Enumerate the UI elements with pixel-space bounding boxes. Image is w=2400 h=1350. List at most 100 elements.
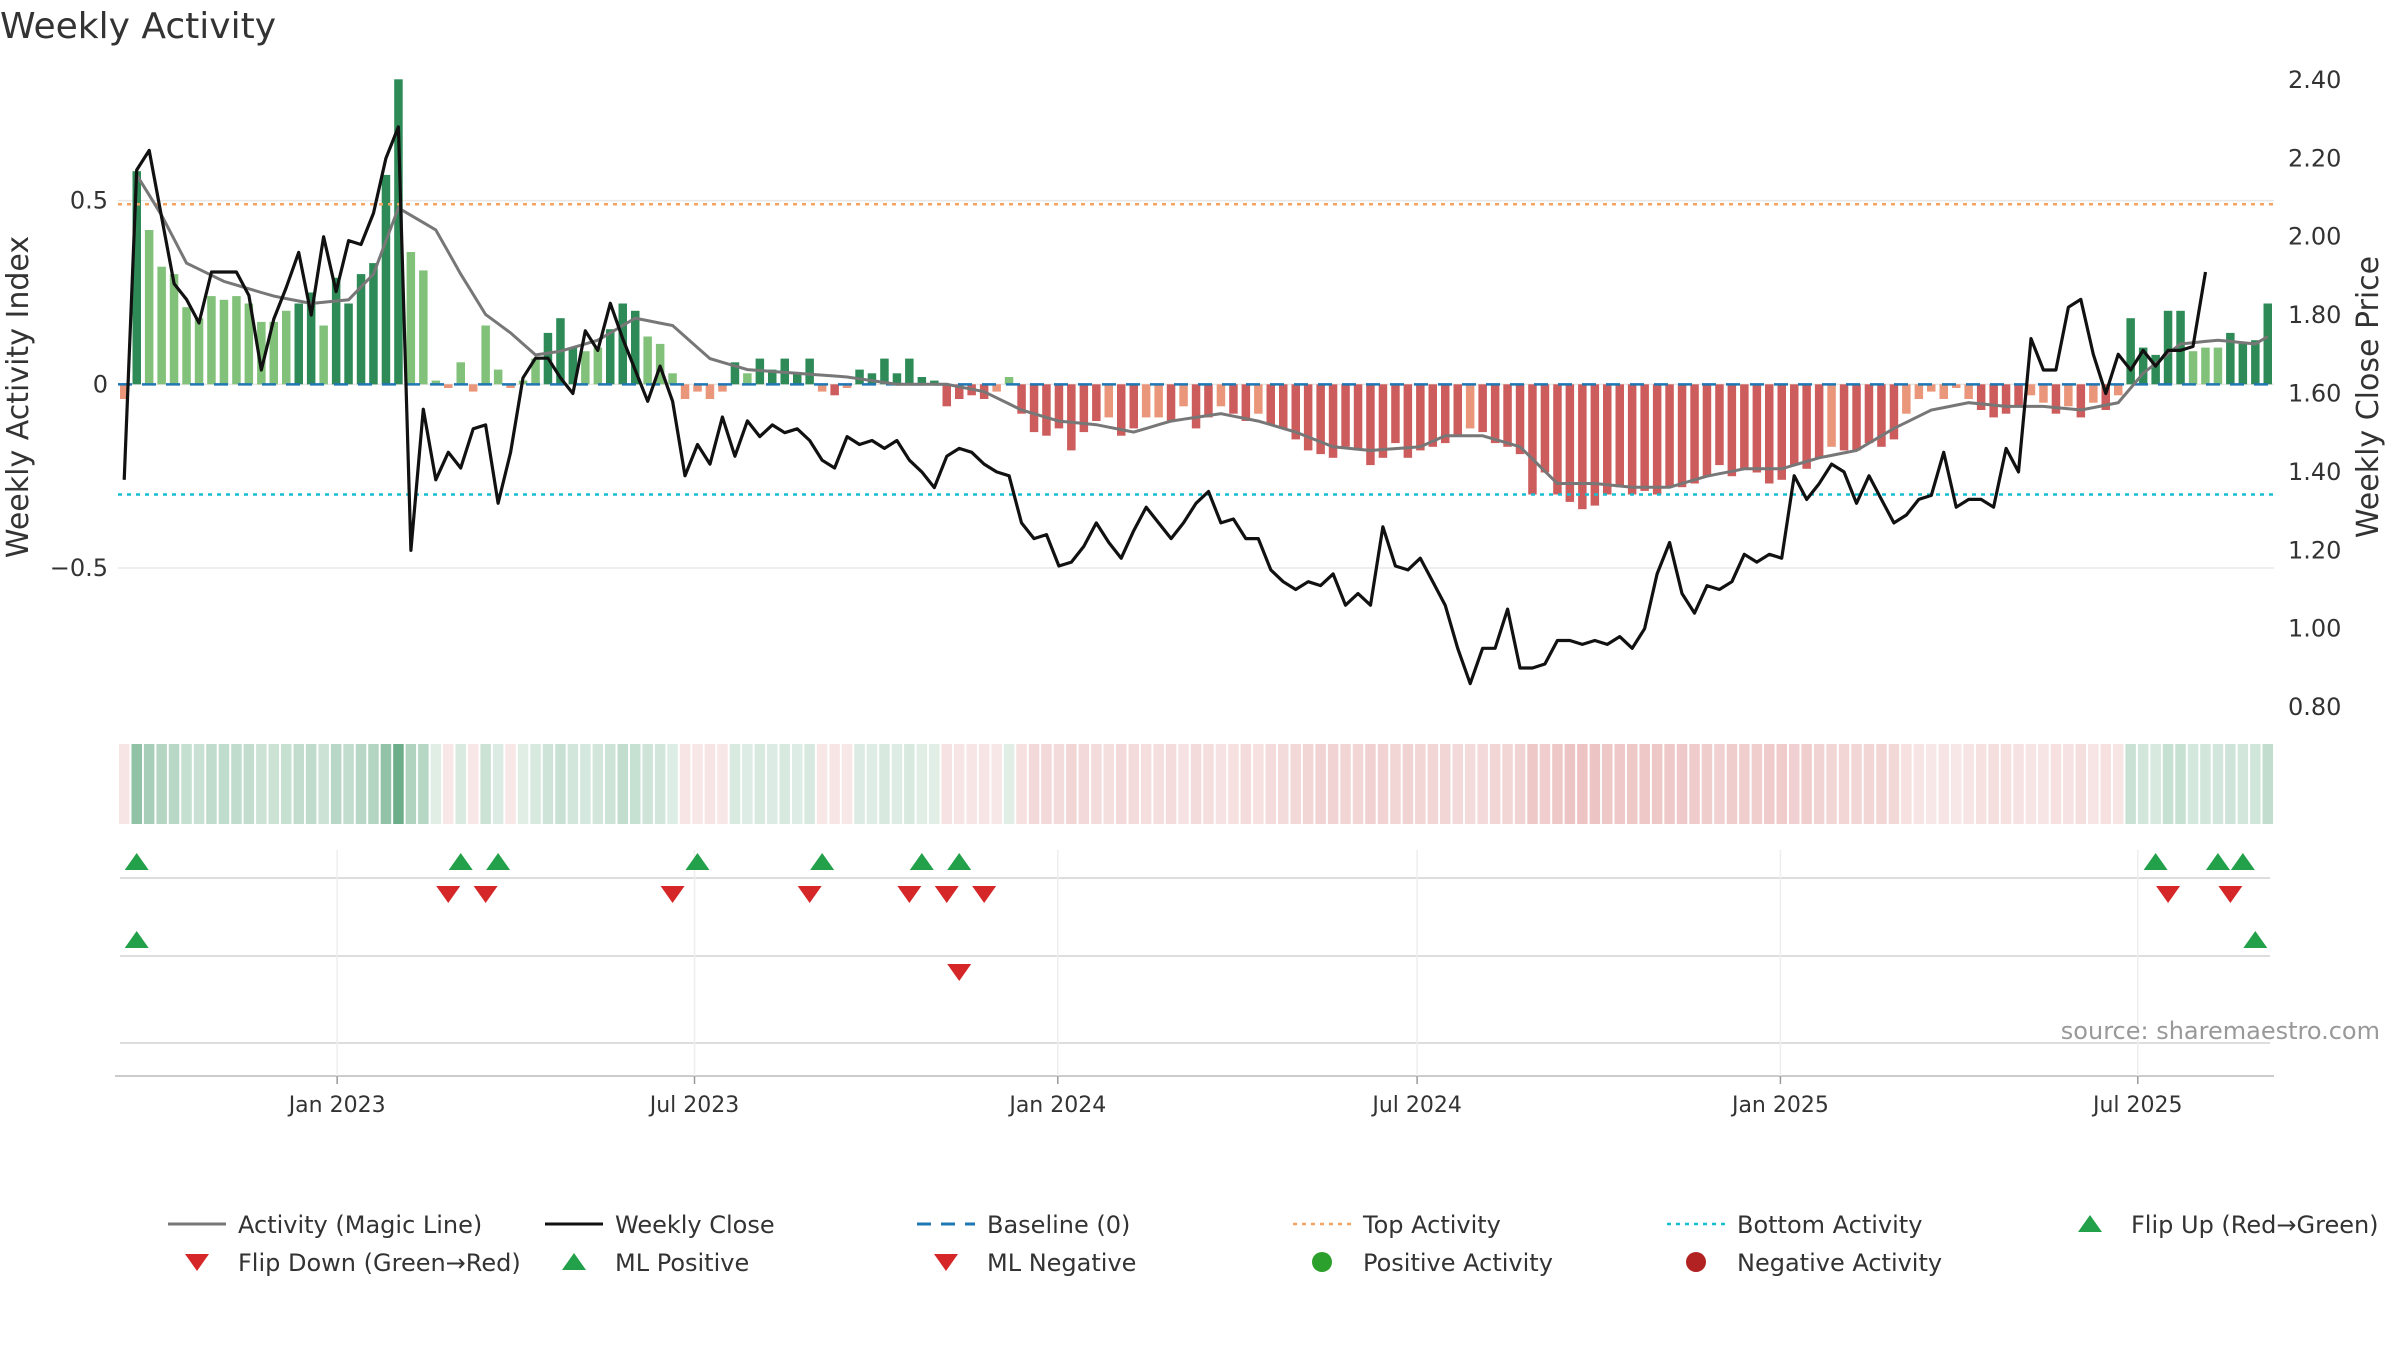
heat-cell [1789,744,1800,824]
heat-cell [904,744,915,824]
activity-bar [506,384,515,388]
x-tick-label: Jan 2023 [287,1093,386,1118]
heat-cell [455,744,466,824]
heat-cell [1614,744,1625,824]
activity-bar [1378,384,1388,458]
heat-cell [181,744,192,824]
activity-bar [1914,384,1924,399]
heat-cell [1390,744,1401,824]
activity-bar [1603,384,1612,495]
heat-cell [380,744,392,824]
activity-bar [356,274,366,385]
x-tick-label: Jul 2023 [648,1093,740,1118]
heat-cell [617,744,628,824]
chart-title: Weekly Activity [0,6,276,47]
activity-bar [1029,384,1039,433]
legend-label: Top Activity [1362,1211,1501,1239]
activity-bar [1353,384,1363,451]
activity-bar [992,384,1001,392]
axes-layer: 0.5 0 −0.5 0.80 1.00 1.20 1.40 1.60 1.80 2.00 2.20… [50,66,2342,721]
heat-cell [1103,744,1114,824]
heat-cell [530,744,541,824]
activity-bar [1864,384,1874,444]
activity-bar [1490,384,1500,444]
heat-cell [281,744,292,824]
heat-cell [517,744,529,824]
activity-bar [269,321,278,385]
activity-bar [2226,332,2235,385]
activity-bar [294,303,303,385]
activity-bar [1117,384,1126,436]
activity-bar [481,325,490,385]
activity-bar [1777,384,1786,480]
activity-bar [643,336,652,385]
heat-cell [1003,744,1015,824]
right-tick-label: 1.40 [2288,458,2341,486]
activity-bar [1191,384,1201,429]
activity-bar [1303,384,1313,451]
activity-bar [2001,384,2011,414]
heat-cell [542,744,554,824]
heat-cell [1689,744,1700,824]
legend-item: ML Negative [934,1249,1136,1277]
heat-cell [1302,744,1314,824]
right-tick-label: 0.80 [2288,693,2341,721]
legend-swatch [562,1253,586,1270]
heat-cell [480,744,491,824]
x-tick-label: Jul 2025 [2091,1093,2183,1118]
heat-cell [891,744,903,824]
right-tick-label: 1.00 [2288,615,2341,643]
activity-bar [1702,384,1712,477]
activity-bars [120,79,2272,510]
activity-bar [1266,384,1275,425]
activity-bar [2076,384,2086,418]
flip-down-marker [897,886,922,903]
legend-label: Activity (Magic Line) [238,1211,482,1239]
heat-cell [1091,744,1102,824]
activity-bar [1615,384,1624,488]
heat-cell [2137,744,2149,824]
activity-bar [942,384,951,407]
activity-bar [1316,384,1325,455]
activity-bar [2026,384,2036,396]
heat-cell [405,744,417,824]
activity-bar [319,325,328,385]
activity-bar [805,358,814,385]
activity-bar [1528,384,1537,495]
activity-bar [306,292,316,385]
heat-cell [1178,744,1189,824]
legend-item: Negative Activity [1686,1249,1942,1277]
signal-markers [115,850,2274,1077]
activity-bar [1328,384,1338,458]
heat-cell [1228,744,1239,824]
heat-cell [1128,744,1139,824]
activity-bar [1054,384,1064,429]
heat-cell [2113,744,2124,824]
legend-swatch [1312,1252,1332,1272]
heat-cell [1676,744,1688,824]
heat-cell [1165,744,1177,824]
heat-cell [1415,744,1426,824]
heat-cell [2025,744,2037,824]
heat-cell [1477,744,1488,824]
activity-bar [2188,351,2198,385]
activity-bar [2238,343,2248,385]
heat-cell [1876,744,1887,824]
activity-bar [842,384,852,388]
activity-bar [1154,384,1163,418]
activity-bar [1067,384,1076,451]
flip-down-marker [473,886,498,903]
heat-cell [1539,744,1551,824]
heat-cell [792,744,803,824]
heat-cell [2088,744,2099,824]
heat-cell [2212,744,2224,824]
heat-cell [1377,744,1389,824]
activity-bar [2064,384,2073,407]
activity-bar [855,369,864,385]
activity-bar [830,384,839,396]
heat-cell [1041,744,1052,824]
activity-bar [1565,384,1575,502]
legend-item: Weekly Close [545,1211,775,1239]
flip-up-marker [947,853,972,870]
